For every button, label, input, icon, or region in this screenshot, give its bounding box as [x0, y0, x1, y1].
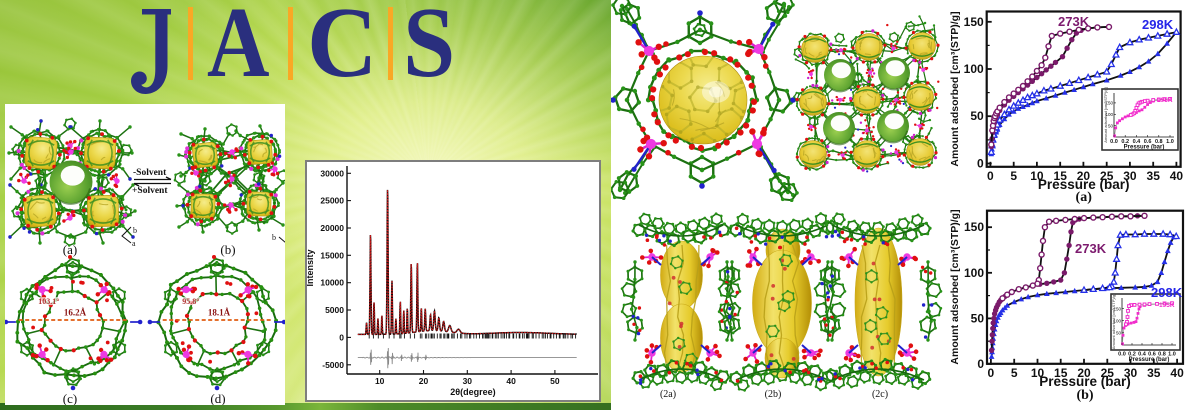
svg-text:150: 150	[964, 15, 984, 29]
svg-text:(2b): (2b)	[765, 389, 782, 400]
svg-text:(c): (c)	[63, 391, 77, 405]
svg-text:10000: 10000	[320, 278, 344, 288]
svg-text:30000: 30000	[320, 168, 344, 178]
svg-text:(a): (a)	[1076, 190, 1093, 205]
svg-text:273K: 273K	[1075, 241, 1107, 256]
svg-text:25000: 25000	[320, 196, 344, 206]
svg-text:(2a): (2a)	[660, 389, 676, 400]
svg-text:Pressure (bar): Pressure (bar)	[1129, 357, 1170, 363]
svg-text:40: 40	[1170, 169, 1184, 183]
svg-text:Amount adsorbed [cm³(STP)/g]: Amount adsorbed [cm³(STP)/g]	[1111, 294, 1116, 349]
svg-text:273K: 273K	[1058, 14, 1090, 29]
svg-text:1.0: 1.0	[1166, 139, 1174, 145]
svg-text:16.2Å: 16.2Å	[64, 308, 87, 318]
svg-text:-Solvent: -Solvent	[133, 168, 167, 178]
svg-text:a: a	[132, 239, 136, 248]
svg-text:30: 30	[463, 376, 473, 386]
svg-text:20000: 20000	[320, 223, 344, 233]
svg-text:95.8°: 95.8°	[182, 297, 199, 306]
svg-text:35: 35	[1147, 169, 1161, 183]
svg-text:0: 0	[977, 357, 984, 371]
svg-text:195K: 195K	[1157, 97, 1173, 104]
svg-text:100: 100	[964, 266, 984, 280]
svg-text:0: 0	[987, 169, 994, 183]
svg-text:298K: 298K	[1142, 17, 1174, 32]
svg-text:0.0: 0.0	[1110, 139, 1118, 145]
svg-text:2θ(degree): 2θ(degree)	[450, 387, 495, 397]
svg-text:Pressure (bar): Pressure (bar)	[1124, 145, 1165, 151]
svg-text:b: b	[133, 226, 137, 235]
svg-text:(b): (b)	[1076, 388, 1093, 403]
svg-text:+Solvent: +Solvent	[132, 186, 168, 196]
svg-text:5: 5	[1010, 169, 1017, 183]
svg-text:10: 10	[375, 376, 385, 386]
svg-text:100: 100	[964, 62, 984, 76]
svg-text:Pressure (bar): Pressure (bar)	[1039, 374, 1131, 389]
svg-text:40: 40	[506, 376, 516, 386]
svg-text:Amount adsorbed [cm³(STP)/g]: Amount adsorbed [cm³(STP)/g]	[1103, 87, 1108, 142]
svg-text:5000: 5000	[325, 305, 344, 315]
svg-text:0.0: 0.0	[1118, 352, 1126, 358]
svg-text:b: b	[272, 233, 276, 242]
svg-text:(2c): (2c)	[872, 389, 888, 400]
svg-text:50: 50	[550, 376, 560, 386]
svg-text:15000: 15000	[320, 250, 344, 260]
svg-text:50: 50	[1108, 123, 1114, 128]
svg-text:195K: 195K	[1159, 302, 1175, 309]
svg-text:50: 50	[970, 109, 984, 123]
svg-text:(d): (d)	[210, 391, 225, 405]
svg-text:0: 0	[339, 332, 344, 342]
svg-text:(a): (a)	[63, 242, 77, 257]
svg-text:(b): (b)	[220, 242, 235, 257]
svg-text:Amount adsorbed [cm³(STP)/g]: Amount adsorbed [cm³(STP)/g]	[949, 209, 961, 364]
svg-text:-5000: -5000	[322, 360, 344, 370]
svg-text:35: 35	[1147, 366, 1161, 380]
svg-text:150: 150	[964, 220, 984, 234]
svg-text:Intensity: Intensity	[307, 249, 315, 286]
svg-text:18.1Å: 18.1Å	[208, 308, 231, 318]
svg-text:40: 40	[1170, 366, 1184, 380]
svg-text:50: 50	[1116, 331, 1122, 336]
svg-text:103.1°: 103.1°	[38, 297, 59, 306]
svg-text:0: 0	[988, 366, 995, 380]
svg-text:20: 20	[419, 376, 429, 386]
svg-text:298K: 298K	[1151, 285, 1183, 300]
svg-text:50: 50	[971, 311, 985, 325]
svg-text:0: 0	[977, 157, 984, 171]
svg-text:Amount adsorbed [cm³(STP)/g]: Amount adsorbed [cm³(STP)/g]	[949, 11, 961, 166]
svg-text:5: 5	[1011, 366, 1018, 380]
